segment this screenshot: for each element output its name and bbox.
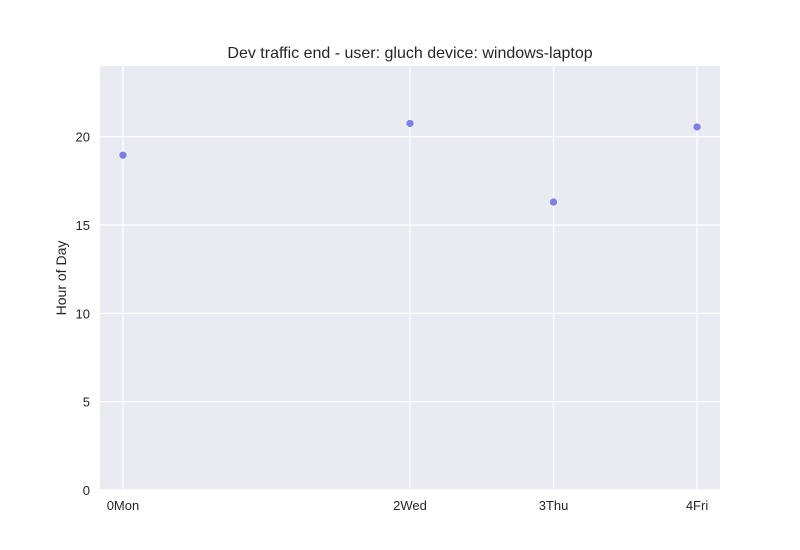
x-tick-label: 0Mon: [107, 498, 140, 513]
y-tick-label: 20: [76, 130, 90, 145]
grid-lines: [100, 66, 720, 491]
y-tick-label: 0: [83, 483, 90, 498]
y-axis-label: Hour of Day: [53, 241, 69, 316]
x-tick-label: 2Wed: [393, 498, 427, 513]
y-tick-label: 5: [83, 395, 90, 410]
data-points: [119, 119, 701, 206]
x-tick-label: 4Fri: [686, 498, 709, 513]
x-tick-label: 3Thu: [539, 498, 569, 513]
data-point: [119, 151, 127, 159]
data-point: [693, 123, 701, 131]
y-tick-label: 15: [76, 218, 90, 233]
data-point: [549, 198, 558, 206]
chart-title: Dev traffic end - user: gluch device: wi…: [227, 45, 592, 62]
data-point: [406, 119, 414, 128]
y-tick-label: 10: [76, 306, 90, 321]
y-axis-ticks: 0 5 10 15 20: [76, 130, 90, 498]
x-axis-ticks: 0Mon 2Wed 3Thu 4Fri: [107, 498, 709, 513]
